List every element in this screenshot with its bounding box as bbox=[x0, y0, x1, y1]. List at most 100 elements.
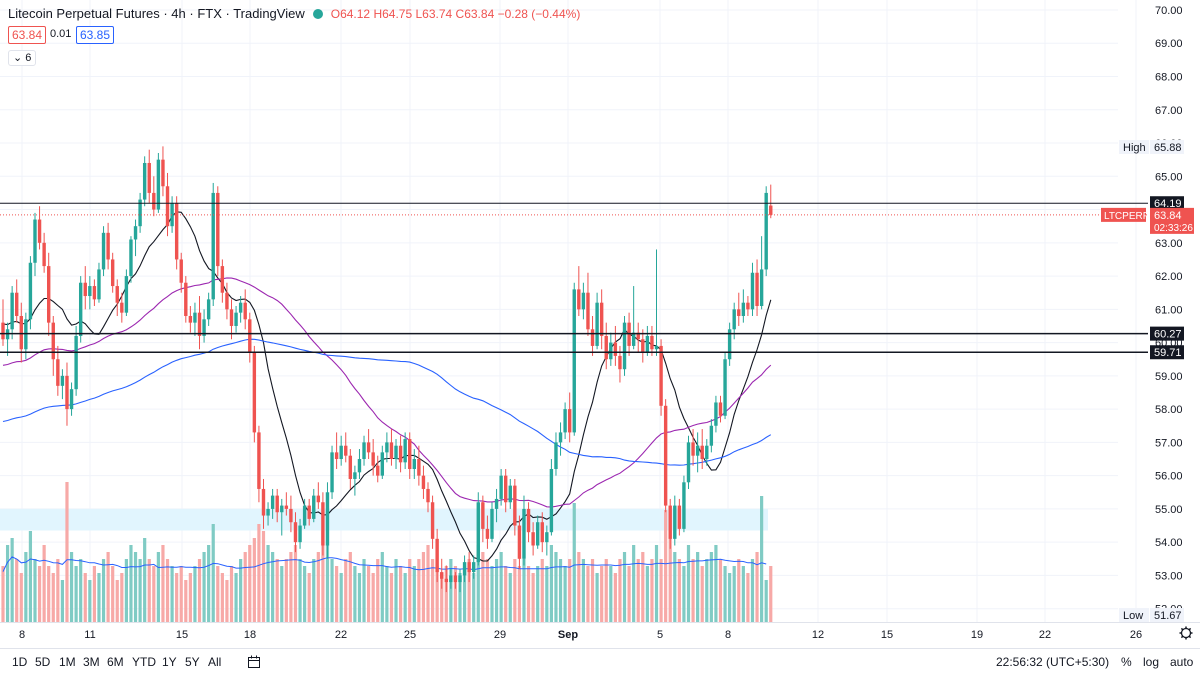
candle-body bbox=[426, 488, 430, 503]
candle-body bbox=[106, 232, 110, 260]
volume-bar bbox=[613, 573, 617, 622]
range-all-button[interactable]: All bbox=[208, 655, 222, 669]
volume-bar bbox=[700, 566, 704, 622]
candle-body bbox=[462, 562, 467, 576]
volume-bar bbox=[271, 552, 275, 622]
candle-body bbox=[220, 266, 225, 293]
candle-body bbox=[234, 312, 238, 326]
volume-bar bbox=[307, 573, 311, 622]
candle-body bbox=[549, 468, 554, 533]
volume-bar bbox=[604, 559, 608, 622]
volume-bar bbox=[732, 566, 736, 622]
candle-body bbox=[284, 505, 289, 509]
candle-body bbox=[714, 402, 718, 426]
candle-body bbox=[485, 528, 490, 539]
bid-price-button[interactable]: 63.84 bbox=[8, 26, 47, 44]
volume-bar bbox=[394, 559, 398, 622]
candle-body bbox=[170, 202, 174, 227]
volume-bar bbox=[275, 559, 279, 622]
high-label: High bbox=[1123, 142, 1146, 154]
candle-body bbox=[513, 485, 517, 526]
level-price-tag bbox=[1150, 196, 1184, 211]
volume-bar bbox=[303, 566, 307, 622]
ask-price-button[interactable]: 63.85 bbox=[76, 26, 115, 44]
candle-body bbox=[184, 282, 188, 316]
calendar-range-icon[interactable] bbox=[247, 655, 261, 669]
volume-bar bbox=[600, 566, 604, 622]
candle-body bbox=[504, 475, 508, 503]
volume-bar bbox=[316, 552, 320, 622]
candle-body bbox=[78, 282, 83, 336]
volume-bar bbox=[673, 552, 677, 622]
range-3m-button[interactable]: 3M bbox=[83, 655, 100, 669]
volume-bar bbox=[88, 580, 92, 622]
volume-bar bbox=[179, 566, 183, 622]
clock-timezone[interactable]: 22:56:32 (UTC+5:30) bbox=[996, 655, 1110, 669]
range-1y-button[interactable]: 1Y bbox=[162, 655, 177, 669]
level-price-label: 59.71 bbox=[1154, 347, 1182, 359]
volume-bar bbox=[764, 580, 768, 622]
volume-bar bbox=[586, 566, 590, 622]
percent-scale-toggle[interactable]: % bbox=[1121, 655, 1132, 669]
candle-body bbox=[65, 375, 69, 410]
time-axis-tick: 8 bbox=[19, 629, 25, 641]
candle-body bbox=[312, 495, 316, 519]
volume-bar bbox=[348, 552, 352, 622]
indicators-toggle[interactable]: ⌄ 6 bbox=[8, 50, 37, 66]
volume-bar bbox=[133, 552, 138, 622]
auto-scale-toggle[interactable]: auto bbox=[1170, 655, 1194, 669]
candle-body bbox=[609, 342, 613, 360]
bar-countdown: 02:33:26 bbox=[1154, 223, 1193, 234]
range-1m-button[interactable]: 1M bbox=[59, 655, 76, 669]
price-axis-tick: 59.00 bbox=[1155, 371, 1183, 383]
range-6m-button[interactable]: 6M bbox=[107, 655, 124, 669]
log-scale-toggle[interactable]: log bbox=[1143, 655, 1160, 669]
volume-bar bbox=[755, 552, 759, 622]
range-1d-button[interactable]: 1D bbox=[12, 655, 28, 669]
ohlc-change: −0.28 (−0.44%) bbox=[497, 6, 581, 21]
price-axis-tick: 57.00 bbox=[1155, 437, 1183, 449]
candle-body bbox=[673, 505, 677, 539]
candle-body bbox=[563, 409, 567, 433]
time-axis-tick: 26 bbox=[1130, 629, 1142, 641]
ohlc-values: O64.12 H64.75 L63.74 C63.84 −0.28 (−0.44… bbox=[331, 7, 581, 21]
candle-body bbox=[188, 315, 193, 323]
candle-body bbox=[522, 508, 526, 559]
candle-body bbox=[430, 502, 435, 539]
volume-bar bbox=[197, 559, 202, 622]
volume-bar bbox=[65, 482, 69, 622]
time-axis-tick: 19 bbox=[971, 629, 983, 641]
candle-body bbox=[641, 339, 645, 353]
chart-legend: Litecoin Perpetual Futures · 4h · FTX · … bbox=[8, 6, 580, 21]
level-price-label: 64.19 bbox=[1154, 198, 1182, 210]
volume-bar bbox=[97, 573, 101, 622]
candle-body bbox=[152, 192, 156, 210]
symbol-title[interactable]: Litecoin Perpetual Futures · 4h · FTX · … bbox=[8, 6, 305, 21]
candle-body bbox=[490, 508, 494, 539]
volume-bar bbox=[184, 580, 188, 622]
volume-bar bbox=[24, 552, 28, 622]
time-axis-tick: 22 bbox=[1039, 629, 1051, 641]
volume-bar bbox=[536, 566, 540, 622]
volume-bar bbox=[298, 559, 302, 622]
volume-bar bbox=[714, 545, 718, 622]
candle-body bbox=[344, 445, 348, 456]
symbol-tag-box bbox=[1101, 207, 1146, 222]
volume-bar bbox=[737, 559, 741, 622]
candle-body bbox=[481, 502, 485, 529]
volume-bar bbox=[339, 573, 343, 622]
candle-body bbox=[371, 452, 375, 466]
range-5d-button[interactable]: 5D bbox=[35, 655, 51, 669]
candle-body bbox=[618, 355, 622, 370]
gear-icon[interactable] bbox=[1179, 626, 1193, 640]
price-axis-tick: 68.00 bbox=[1155, 72, 1183, 84]
price-axis-background bbox=[1148, 0, 1200, 622]
time-axis-tick: Sep bbox=[558, 629, 578, 641]
volume-bar bbox=[229, 566, 234, 622]
range-5y-button[interactable]: 5Y bbox=[185, 655, 200, 669]
candle-body bbox=[280, 505, 284, 513]
range-ytd-button[interactable]: YTD bbox=[132, 655, 156, 669]
candle-body bbox=[238, 302, 243, 313]
volume-bar bbox=[175, 573, 179, 622]
